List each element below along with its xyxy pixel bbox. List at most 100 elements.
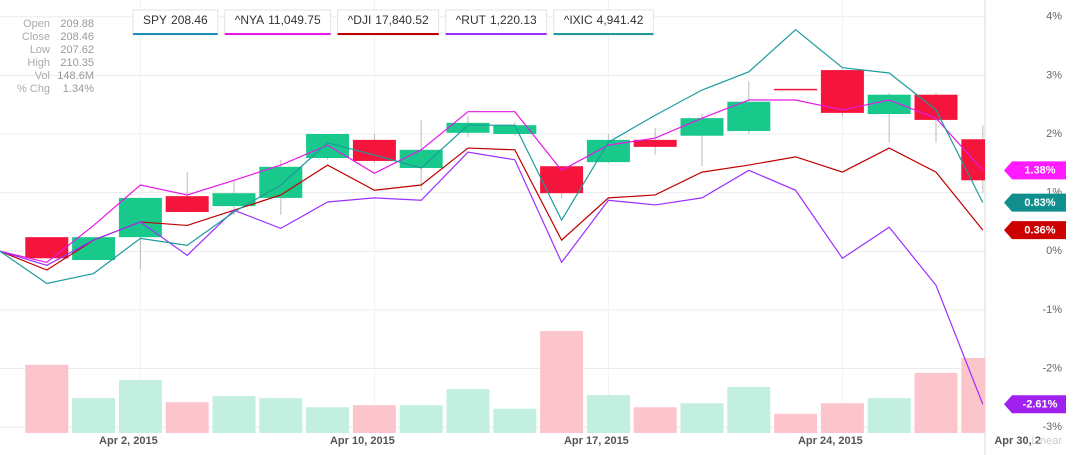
legend-value: 4,941.42 — [597, 13, 644, 27]
candle-body — [493, 125, 537, 134]
info-label: Close — [22, 31, 50, 43]
y-tick-label: 0% — [1046, 245, 1062, 257]
volume-bar — [961, 357, 985, 433]
volume-bar — [914, 372, 958, 433]
end-label-text: 0.83% — [1024, 197, 1055, 209]
y-tick-label: -2% — [1042, 362, 1062, 374]
candle-body — [727, 101, 771, 132]
legend-name: ^IXIC — [564, 13, 593, 27]
legend-value: 208.46 — [171, 13, 208, 27]
candle-body — [820, 70, 864, 113]
candle-body — [446, 122, 490, 133]
legend-item[interactable]: ^IXIC 4,941.42 — [553, 9, 654, 36]
x-tick-label: Apr 30, 2 — [994, 435, 1040, 447]
info-label: High — [27, 57, 50, 69]
candle-body — [118, 197, 162, 238]
volume-bar — [446, 389, 490, 433]
end-label: 0.36% — [1004, 221, 1066, 240]
volume-bar — [399, 405, 443, 433]
end-label-tag — [1004, 161, 1066, 180]
candle-body — [586, 139, 630, 163]
legend-box — [553, 9, 654, 36]
x-tick-label: Apr 10, 2015 — [330, 435, 395, 447]
end-label-tag — [1004, 221, 1066, 240]
volume-bar — [118, 379, 162, 433]
legend-value: 1,220.13 — [490, 13, 537, 27]
legend-name: ^DJI — [348, 13, 372, 27]
candle-body — [165, 196, 209, 212]
y-tick-label: -3% — [1042, 421, 1062, 433]
grid — [0, 0, 986, 455]
series-line — [0, 147, 984, 271]
legend-value: 11,049.75 — [268, 13, 321, 27]
end-label-tag — [1004, 395, 1066, 414]
volume-bar — [493, 408, 537, 433]
end-label-text: -2.61% — [1023, 399, 1058, 411]
candle-body — [399, 149, 443, 168]
volume-bar — [352, 405, 396, 433]
info-label: Vol — [35, 70, 50, 82]
info-value: 209.88 — [60, 18, 94, 30]
end-label: -2.61% — [1004, 395, 1066, 414]
x-tick-label: Apr 24, 2015 — [798, 435, 863, 447]
volume-bar — [633, 407, 677, 433]
volume-bar — [820, 403, 864, 433]
candle-body — [212, 193, 256, 207]
volume-bar — [727, 387, 771, 433]
plot-area — [0, 28, 985, 433]
volume-bar — [306, 407, 350, 433]
candle-body — [72, 237, 116, 261]
info-label: Low — [30, 44, 50, 56]
info-value: 210.35 — [60, 57, 94, 69]
info-value: 207.62 — [60, 44, 94, 56]
candle-body — [867, 94, 911, 115]
legend-item[interactable]: ^NYA 11,049.75 — [224, 9, 332, 36]
volume-bar — [867, 398, 911, 433]
scale-label[interactable]: Linear — [1031, 435, 1062, 447]
volume-bar — [680, 403, 724, 433]
y-tick-label: -1% — [1042, 304, 1062, 316]
volume-bar — [586, 395, 630, 433]
info-label: % Chg — [17, 83, 50, 95]
legend-box — [224, 9, 332, 36]
y-tick-label: 4% — [1046, 11, 1062, 23]
candle-body — [25, 237, 69, 259]
info-value: 148.6M — [57, 70, 94, 82]
volume-bar — [774, 413, 818, 433]
volume-bar — [259, 398, 303, 433]
candle-body — [961, 139, 985, 181]
x-tick-label: Apr 17, 2015 — [564, 435, 629, 447]
volume-bar — [25, 364, 69, 433]
series-line — [0, 28, 984, 285]
legend-box — [337, 9, 440, 36]
series-line — [0, 99, 984, 264]
legend-item[interactable]: ^RUT 1,220.13 — [445, 9, 548, 36]
series-line — [0, 151, 984, 405]
legend-name: ^RUT — [456, 13, 487, 27]
candle-body — [774, 88, 818, 91]
end-label-tag — [1004, 193, 1066, 212]
info-label: Open — [23, 18, 50, 30]
candle-body — [352, 139, 396, 161]
overlay: -3%-2%-1%0%1%2%3%4%Apr 2, 2015 Apr 10, 20… — [17, 9, 1066, 447]
end-label: 1.38% — [1004, 161, 1066, 180]
volume-bar — [540, 331, 584, 433]
end-label-text: 0.36% — [1024, 225, 1055, 237]
volume-bar — [212, 396, 256, 433]
volume-bar — [165, 402, 209, 433]
legend-item[interactable]: ^DJI 17,840.52 — [337, 9, 440, 36]
candle-body — [633, 139, 677, 147]
info-value: 208.46 — [60, 31, 94, 43]
candle-body — [680, 118, 724, 136]
end-label: 0.83% — [1004, 193, 1066, 212]
volume-bar — [72, 398, 116, 433]
info-value: 1.34% — [63, 83, 94, 95]
x-tick-label: Apr 2, 2015 — [99, 435, 158, 447]
legend-item[interactable]: SPY 208.46 — [132, 9, 219, 36]
legend-name: ^NYA — [235, 13, 264, 27]
legend-value: 17,840.52 — [375, 13, 429, 27]
y-tick-label: 3% — [1046, 69, 1062, 81]
y-tick-label: 2% — [1046, 128, 1062, 140]
end-label-text: 1.38% — [1024, 165, 1055, 177]
